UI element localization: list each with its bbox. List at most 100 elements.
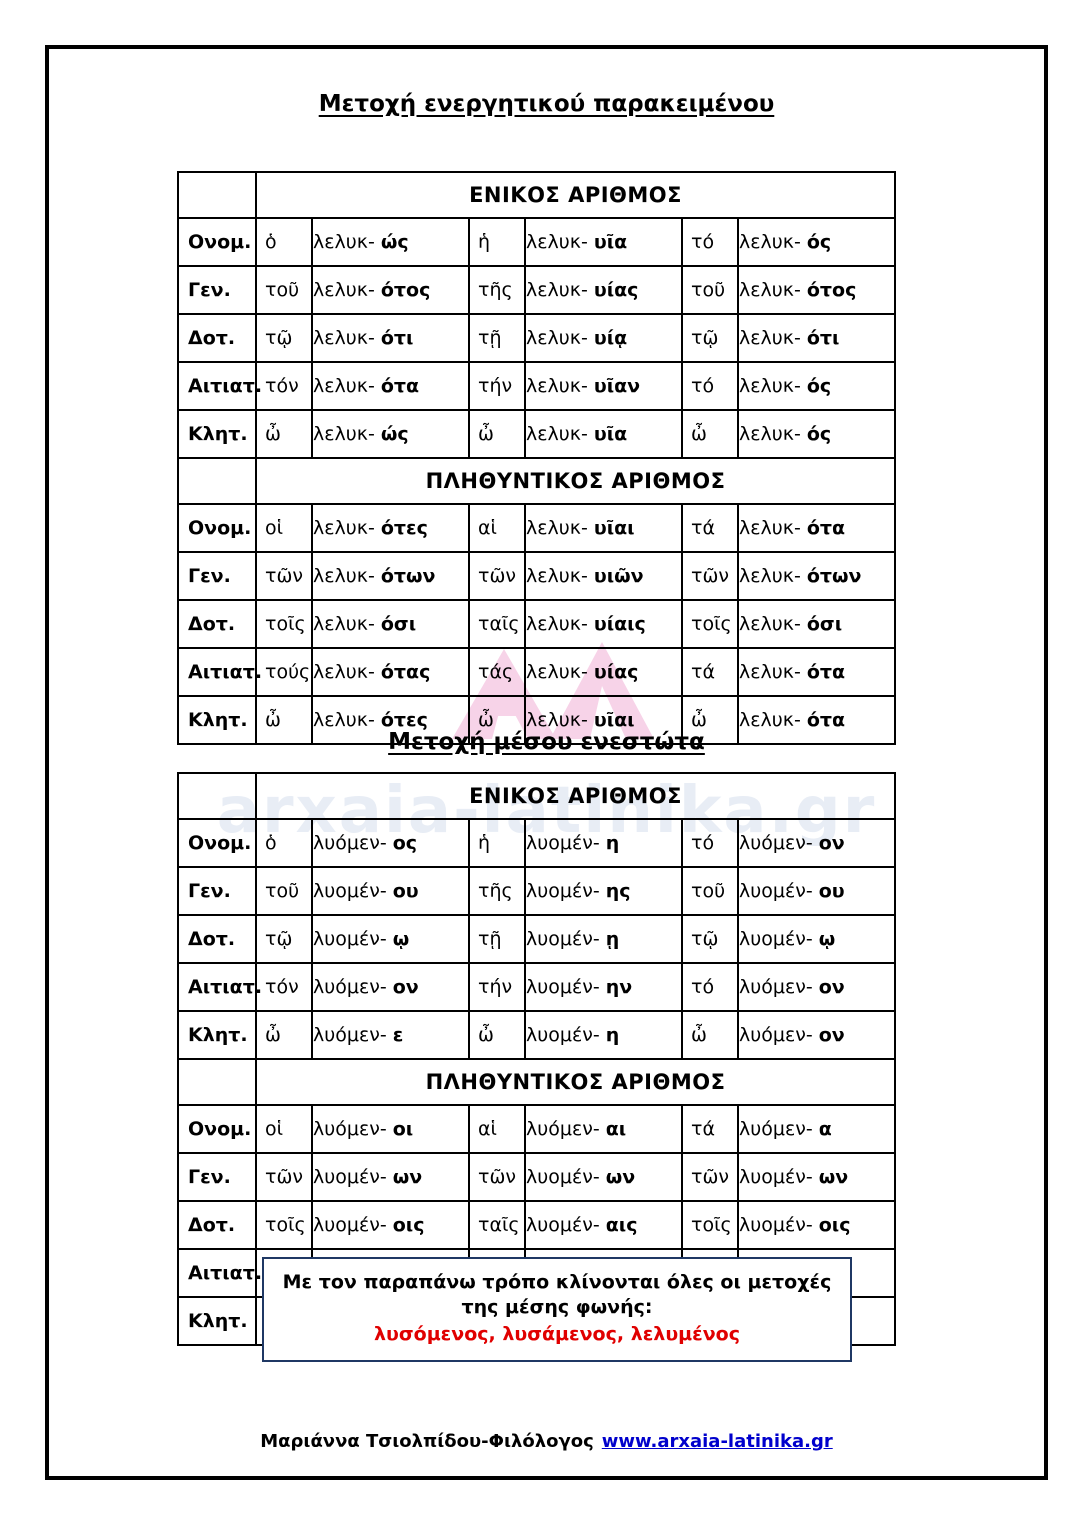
stem-text: λυομέν- [526, 1166, 600, 1188]
case-label: Κλητ. [177, 695, 257, 745]
stem-text: λυομέν- [739, 880, 813, 902]
note-box: Με τον παραπάνω τρόπο κλίνονται όλες οι … [262, 1257, 852, 1363]
page-title-1-text: Μετοχή ενεργητικού παρακειμένου [318, 91, 775, 117]
article-masculine: τοῖς [255, 599, 313, 649]
article-neuter: ὦ [681, 409, 739, 459]
stem-text: λυομέν- [526, 832, 600, 854]
ending-text: ότος [380, 279, 431, 301]
stem-text: λελυκ- [739, 423, 801, 445]
table-row: Δοτ. τῷ λυομέν- ῳ τῇ λυομέν- ῃ τῷ λυομέν… [177, 914, 897, 964]
article-neuter: ὦ [681, 695, 739, 745]
header-blank-cell [177, 1058, 257, 1106]
ending-text: υῖα [593, 423, 628, 445]
section-header-plural: ΠΛΗΘΥΝΤΙΚΟΣ ΑΡΙΘΜΟΣ [254, 457, 897, 505]
form-neuter: λυόμεν- α [736, 1104, 897, 1154]
stem-text: λυομέν- [313, 880, 387, 902]
form-feminine: λελυκ- υῖαν [524, 361, 683, 411]
ending-text: όσι [806, 613, 843, 635]
section-header-singular: ΕΝΙΚΟΣ ΑΡΙΘΜΟΣ [254, 772, 897, 820]
ending-text: α [818, 1118, 832, 1140]
case-label: Δοτ. [177, 313, 257, 363]
ending-text: ότι [380, 327, 414, 349]
header-blank-cell [177, 457, 257, 505]
case-label: Δοτ. [177, 599, 257, 649]
article-feminine: τάς [468, 647, 526, 697]
case-label: Κλητ. [177, 1010, 257, 1060]
stem-text: λυόμεν- [313, 1118, 387, 1140]
form-feminine: λελυκ- υῖαι [524, 503, 683, 553]
form-feminine: λυόμεν- αι [524, 1104, 683, 1154]
form-masculine: λελυκ- ότες [311, 503, 470, 553]
ending-text: υῖαν [593, 375, 641, 397]
article-masculine: τοῦ [255, 866, 313, 916]
table-header-row: ΕΝΙΚΟΣ ΑΡΙΘΜΟΣ [177, 772, 897, 820]
stem-text: λυόμεν- [313, 832, 387, 854]
table-row: Γεν. τοῦ λυομέν- ου τῆς λυομέν- ης τοῦ λ… [177, 866, 897, 916]
article-neuter: τό [681, 217, 739, 267]
case-label: Αιτιατ. [177, 361, 262, 411]
stem-text: λελυκ- [313, 279, 375, 301]
stem-text: λυομέν- [526, 928, 600, 950]
ending-text: ου [392, 880, 419, 902]
article-neuter: τά [681, 503, 739, 553]
case-label: Ονομ. [177, 1104, 257, 1154]
stem-text: λελυκ- [526, 517, 588, 539]
stem-text: λυομέν- [739, 1166, 813, 1188]
table-header-row: ΠΛΗΘΥΝΤΙΚΟΣ ΑΡΙΘΜΟΣ [177, 457, 897, 505]
article-neuter: τοῖς [681, 599, 739, 649]
ending-text: ότες [380, 517, 428, 539]
table-row: Δοτ. τοῖς λελυκ- όσι ταῖς λελυκ- υίαις τ… [177, 599, 897, 649]
article-neuter: ὦ [681, 1010, 739, 1060]
form-feminine: λυομέν- ων [524, 1152, 683, 1202]
form-masculine: λελυκ- ότα [311, 361, 470, 411]
case-label: Κλητ. [177, 409, 257, 459]
stem-text: λελυκ- [313, 231, 375, 253]
ending-text: ότα [380, 375, 420, 397]
ending-text: ων [605, 1166, 636, 1188]
article-feminine: τῇ [468, 313, 526, 363]
stem-text: λυομέν- [739, 1214, 813, 1236]
stem-text: λελυκ- [313, 423, 375, 445]
form-feminine: λυομέν- αις [524, 1200, 683, 1250]
stem-text: λυόμεν- [739, 976, 813, 998]
website-link[interactable]: www.arxaia-latinika.gr [601, 1431, 833, 1452]
article-neuter: τοῖς [681, 1200, 739, 1250]
article-masculine: ὦ [255, 409, 313, 459]
article-masculine: ὁ [255, 217, 313, 267]
case-label: Δοτ. [177, 914, 257, 964]
article-feminine: ἡ [468, 217, 526, 267]
article-masculine: τούς [255, 647, 313, 697]
table-row: Αιτιατ. τόν λυόμεν- ον τήν λυομέν- ην τό… [177, 962, 897, 1012]
article-feminine: τήν [468, 962, 526, 1012]
form-masculine: λυόμεν- ος [311, 818, 470, 868]
ending-text: ότι [806, 327, 840, 349]
article-neuter: τῷ [681, 313, 739, 363]
table-row: Ονομ. οἱ λυόμεν- οι αἱ λυόμεν- αι τά λυό… [177, 1104, 897, 1154]
article-feminine: ὦ [468, 409, 526, 459]
article-masculine: ὦ [255, 695, 313, 745]
case-label: Δοτ. [177, 1200, 257, 1250]
ending-text: ότα [806, 709, 846, 731]
ending-text: ον [818, 832, 845, 854]
ending-text: ης [605, 880, 631, 902]
form-neuter: λελυκ- ότα [736, 647, 897, 697]
ending-text: υίας [593, 661, 639, 683]
stem-text: λυομέν- [739, 928, 813, 950]
ending-text: ότες [380, 709, 428, 731]
stem-text: λελυκ- [313, 327, 375, 349]
form-feminine: λελυκ- υίαις [524, 599, 683, 649]
ending-text: ον [818, 976, 845, 998]
stem-text: λελυκ- [739, 327, 801, 349]
article-masculine: ὁ [255, 818, 313, 868]
article-neuter: τῶν [681, 551, 739, 601]
article-feminine: ταῖς [468, 1200, 526, 1250]
stem-text: λελυκ- [526, 709, 588, 731]
form-neuter: λελυκ- ότος [736, 265, 897, 315]
stem-text: λελυκ- [739, 517, 801, 539]
stem-text: λελυκ- [526, 565, 588, 587]
case-label: Γεν. [177, 1152, 257, 1202]
case-label: Κλητ. [177, 1296, 257, 1346]
section-header-singular: ΕΝΙΚΟΣ ΑΡΙΘΜΟΣ [254, 171, 897, 219]
case-label: Αιτιατ. [177, 1248, 262, 1298]
stem-text: λυόμεν- [739, 832, 813, 854]
